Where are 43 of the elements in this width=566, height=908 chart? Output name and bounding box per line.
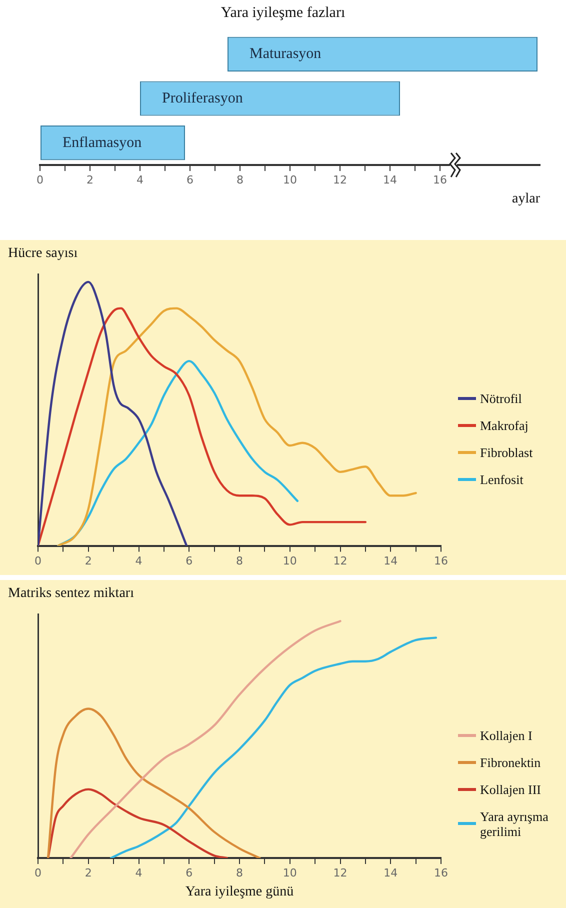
x-tick-label: 12 (333, 866, 348, 880)
x-tick-label: 14 (384, 554, 398, 568)
legend-label: Makrofaj (480, 418, 528, 433)
x-axis-title: aylar (512, 191, 540, 206)
x-tick-label: 8 (236, 866, 243, 880)
y-axis-title: Matriks sentez miktarı (8, 586, 134, 602)
x-tick-label: 0 (34, 554, 42, 568)
legend-label: Fibronektin (480, 754, 541, 770)
x-tick-label: 2 (86, 173, 94, 186)
legend-label: Yara ayrışma gerilimi (480, 808, 550, 839)
y-tick-label: Maturasyon (250, 46, 322, 62)
legend-label: Fibroblast (480, 444, 533, 460)
x-tick-label: 10 (282, 554, 297, 568)
x-tick-label: 16 (434, 554, 448, 568)
x-tick-label: 12 (333, 173, 347, 186)
x-tick-label: 16 (434, 866, 448, 880)
x-tick-label: 2 (84, 554, 92, 568)
x-tick-label: 8 (236, 554, 243, 568)
x-tick-label: 4 (135, 866, 142, 880)
y-tick-label: Proliferasyon (162, 90, 244, 106)
x-axis-title: Yara iyileşme günü (185, 884, 294, 900)
x-tick-label: 4 (135, 554, 142, 568)
x-tick-label: 8 (236, 173, 244, 186)
x-tick-label: 4 (136, 173, 144, 186)
x-tick-label: 10 (282, 866, 297, 880)
x-tick-label: 12 (333, 554, 348, 568)
legend-label: Kollajen I (480, 728, 532, 743)
x-tick-label: 6 (186, 554, 193, 568)
x-tick-label: 10 (283, 173, 297, 186)
x-tick-label: 6 (186, 866, 193, 880)
y-axis-title: Hücre sayısı (8, 246, 78, 262)
y-tick-label: Enflamasyon (62, 134, 142, 151)
x-tick-label: 16 (433, 173, 447, 186)
x-tick-label: 0 (36, 173, 44, 186)
x-tick-label: 14 (383, 173, 397, 186)
legend-label: Kollajen III (480, 782, 542, 797)
chart-title: Yara iyileşme fazları (220, 4, 346, 23)
x-tick-label: 0 (34, 866, 42, 880)
x-tick-label: 2 (84, 866, 92, 880)
x-tick-label: 6 (186, 173, 194, 186)
legend-label: Nötrofil (480, 390, 522, 406)
legend-label: Lenfosit (480, 472, 524, 487)
x-tick-label: 14 (384, 866, 398, 880)
